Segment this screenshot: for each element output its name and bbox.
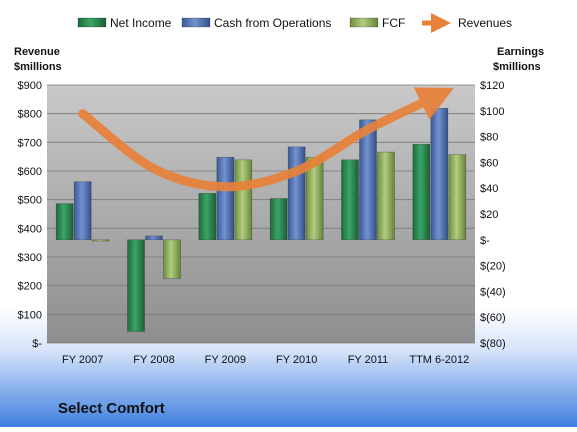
legend-swatch-fcf (349, 17, 379, 28)
revenue-line-path (78, 87, 454, 192)
left-tick-label: $900 (18, 80, 42, 92)
right-tick-label: $100 (480, 106, 504, 118)
bar-cash-from-operations-3 (287, 146, 306, 241)
bar-cash-from-operations-5 (430, 107, 449, 241)
legend-label-net-income: Net Income (110, 16, 172, 30)
right-tick-label: $(60) (480, 312, 506, 324)
right-tick-label: $(20) (480, 261, 506, 273)
bar-fcf-0 (91, 239, 110, 242)
x-tick-label: FY 2009 (205, 354, 246, 366)
right-tick-label: $(40) (480, 286, 506, 298)
bar-net-income-3 (269, 198, 288, 241)
left-tick-label: $700 (18, 137, 42, 149)
bar-cash-from-operations-1 (145, 235, 163, 241)
right-axis-tick-labels: $(80) $(60) $(40) $(20) $- $20 $40 $60 $80 $100 $1… (480, 80, 506, 350)
right-axis-label-line2: $millions (493, 61, 541, 73)
left-tick-label: $- (32, 338, 42, 350)
right-tick-label: $60 (480, 157, 498, 169)
left-tick-label: $600 (18, 166, 42, 178)
bar-fcf-1 (163, 239, 181, 279)
bar-cash-from-operations-2 (216, 156, 235, 241)
revenue-line (78, 87, 454, 192)
left-axis-label-line1: Revenue (14, 46, 60, 58)
left-tick-label: $800 (18, 109, 42, 121)
x-tick-label: FY 2010 (276, 354, 317, 366)
bar-net-income-2 (198, 193, 217, 241)
bar-fcf-2 (234, 159, 253, 241)
bar-cash-from-operations-0 (73, 181, 92, 241)
chart-title: Select Comfort (58, 400, 165, 417)
bar-net-income-0 (55, 203, 74, 241)
bar-net-income-4 (341, 159, 359, 241)
left-axis-label-line2: $millions (14, 61, 62, 73)
right-tick-label: $- (480, 235, 490, 247)
bar-net-income-5 (412, 144, 431, 241)
left-tick-label: $500 (18, 195, 42, 207)
left-tick-label: $200 (18, 281, 42, 293)
right-tick-label: $40 (480, 183, 498, 195)
legend-label-cash-from-operations: Cash from Operations (214, 16, 331, 30)
plot-area (47, 85, 475, 343)
bar-net-income-1 (127, 239, 145, 332)
legend-swatch-net-income (77, 17, 107, 28)
right-tick-label: $20 (480, 209, 498, 221)
right-axis-label-line1: Earnings (497, 46, 544, 58)
legend: Net Income Cash from Operations FCF Revenue… (77, 13, 512, 33)
x-tick-label: FY 2011 (348, 354, 389, 366)
x-tick-label: FY 2007 (62, 354, 103, 366)
right-tick-label: $80 (480, 132, 498, 144)
x-tick-label: FY 2008 (133, 354, 174, 366)
right-tick-label: $120 (480, 80, 504, 92)
left-axis-tick-labels: $- $100 $200 $300 $400 $500 $600 $700 $800 $900 (18, 80, 43, 350)
bar-cash-from-operations-4 (359, 119, 377, 241)
right-tick-label: $(80) (480, 338, 506, 350)
legend-swatch-cash-from-operations (181, 17, 211, 28)
x-axis-tick-labels: FY 2007 FY 2008 FY 2009 FY 2010 FY 2011 TTM 6… (62, 354, 469, 366)
left-tick-label: $100 (18, 309, 42, 321)
bar-fcf-4 (377, 151, 395, 241)
bar-fcf-5 (448, 154, 467, 241)
left-tick-label: $400 (18, 223, 42, 235)
legend-label-revenues: Revenues (458, 16, 512, 30)
legend-label-fcf: FCF (382, 16, 405, 30)
left-tick-label: $300 (18, 252, 42, 264)
x-tick-label: TTM 6-2012 (409, 354, 469, 366)
